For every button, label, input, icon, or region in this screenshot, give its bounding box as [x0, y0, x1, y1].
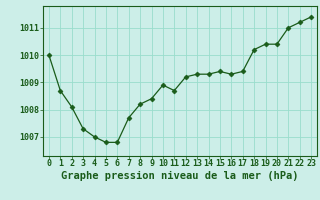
X-axis label: Graphe pression niveau de la mer (hPa): Graphe pression niveau de la mer (hPa): [61, 171, 299, 181]
